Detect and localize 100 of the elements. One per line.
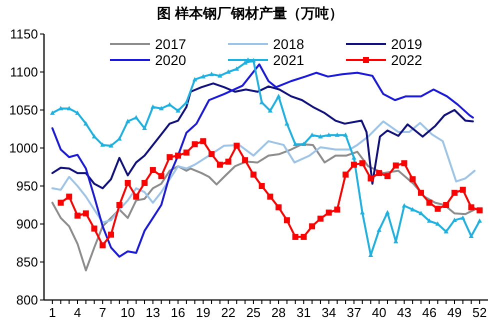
point [142, 180, 148, 186]
point [376, 227, 382, 232]
point [401, 160, 408, 166]
y-tick-label: 1000 [9, 140, 38, 156]
point [392, 162, 399, 168]
point [426, 200, 432, 206]
point [82, 210, 89, 216]
x-tick-label: 4 [74, 305, 82, 320]
point [301, 142, 306, 146]
x-tick-label: 25 [246, 305, 261, 320]
point [310, 132, 314, 137]
point [477, 218, 482, 223]
point [443, 202, 450, 208]
point [359, 160, 366, 166]
point [125, 118, 130, 124]
x-tick-label: 10 [120, 305, 136, 320]
point [276, 204, 282, 210]
point [368, 175, 374, 182]
point [326, 210, 332, 216]
point [317, 216, 324, 222]
point [444, 229, 449, 234]
point [158, 173, 164, 180]
point [342, 172, 349, 178]
point [292, 234, 298, 240]
point [108, 143, 114, 148]
x-tick-label: 49 [447, 305, 462, 320]
point [276, 94, 281, 98]
y-tick-label: 850 [16, 254, 38, 270]
point [300, 234, 307, 240]
point [234, 66, 240, 71]
point [142, 126, 147, 130]
x-tick-label: 7 [99, 305, 106, 320]
x-tick-label: 13 [146, 305, 160, 320]
x-tick-label: 43 [396, 305, 412, 320]
point [166, 154, 173, 160]
legend-label: 2017 [155, 36, 186, 52]
point [258, 183, 265, 189]
x-tick-label: 1 [48, 305, 56, 320]
point [326, 132, 332, 137]
point [385, 210, 390, 214]
x-tick-label: 34 [322, 305, 336, 320]
legend-label: 2021 [273, 52, 304, 68]
point [343, 132, 348, 137]
point [200, 138, 206, 144]
point [426, 218, 432, 223]
y-tick-label: 1150 [10, 26, 38, 42]
legend-label: 2019 [391, 36, 422, 52]
point [250, 172, 256, 178]
point [460, 186, 466, 193]
point [184, 100, 189, 104]
x-tick-label: 22 [221, 305, 236, 320]
point [334, 132, 340, 137]
point [200, 74, 206, 78]
point [208, 151, 215, 158]
point [108, 232, 114, 238]
point [192, 141, 198, 148]
point [259, 100, 264, 104]
point [410, 176, 416, 182]
point [418, 210, 424, 216]
point [267, 194, 274, 200]
point [451, 190, 458, 196]
x-tick-label: 46 [422, 305, 437, 320]
point [58, 200, 64, 206]
point [284, 121, 290, 126]
x-tick-label: 19 [196, 305, 210, 320]
point [434, 206, 441, 212]
point [209, 72, 214, 76]
x-tick-label: 37 [346, 305, 362, 320]
point [100, 242, 106, 248]
point [384, 173, 390, 180]
point [75, 110, 80, 115]
point [352, 155, 356, 160]
legend-label: 2018 [273, 36, 304, 52]
x-tick-label: 16 [170, 305, 186, 320]
point [124, 180, 131, 186]
point [292, 142, 298, 146]
y-tick-label: 950 [16, 178, 38, 194]
point [158, 106, 164, 110]
x-tick-label: 52 [472, 305, 487, 320]
y-tick-label: 1050 [9, 102, 38, 118]
point [468, 204, 474, 210]
point [66, 194, 72, 200]
point [150, 167, 156, 174]
point [242, 157, 248, 164]
point [91, 226, 98, 232]
point [468, 234, 474, 238]
point [334, 206, 340, 213]
point [150, 104, 156, 109]
legend-label: 2022 [391, 52, 422, 68]
point [284, 217, 290, 224]
point [268, 108, 273, 113]
point [318, 134, 323, 138]
point [116, 202, 122, 208]
point [225, 158, 232, 165]
x-tick-label: 28 [271, 305, 286, 320]
legend-label: 2020 [155, 52, 186, 68]
point [83, 121, 88, 126]
point [133, 194, 140, 200]
y-tick-label: 1100 [10, 64, 38, 80]
point [74, 212, 81, 219]
